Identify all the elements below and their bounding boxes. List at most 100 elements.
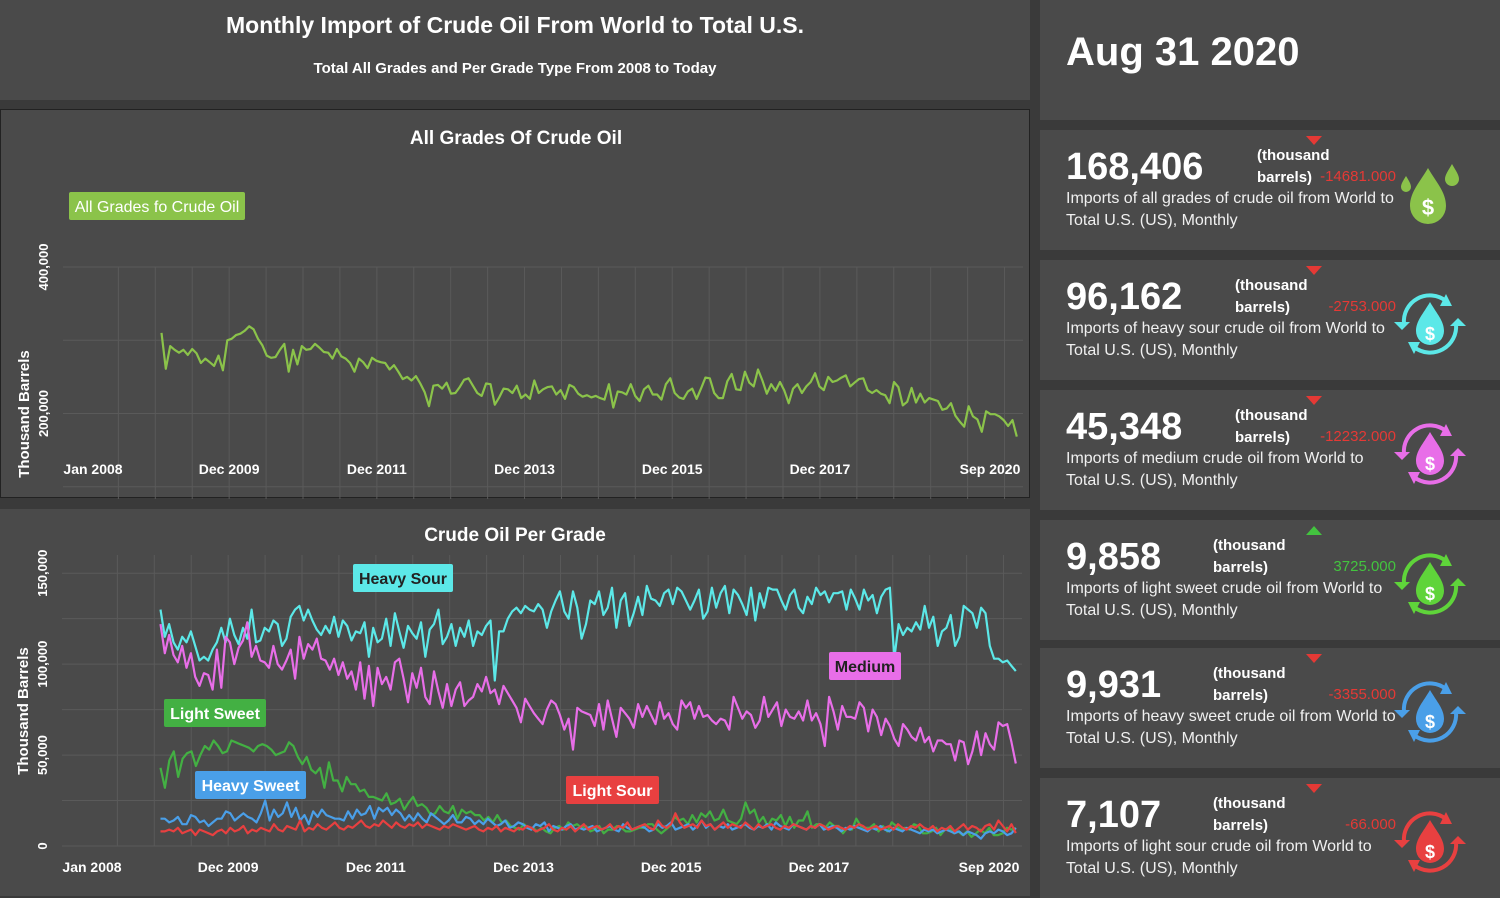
- y-tick-label: 100,000: [35, 641, 50, 688]
- series-label: All Grades fo Crude Oil: [75, 199, 240, 216]
- per-grade-chart-panel: Crude Oil Per Grade Thousand Barrels 0 50,0…: [0, 509, 1030, 896]
- kpi-description: Imports of heavy sour crude oil from Wor…: [1066, 320, 1385, 359]
- dollar-symbol: $: [1425, 454, 1435, 474]
- page-subtitle: Total All Grades and Per Grade Type From…: [313, 60, 717, 77]
- cycle-arrowhead: [1440, 812, 1452, 824]
- x-tick-label: Sep 2020: [960, 461, 1021, 477]
- cycle-arrowhead: [1408, 342, 1420, 354]
- drop-shape: [1416, 562, 1444, 605]
- kpi-change: -2753.000: [1328, 298, 1396, 315]
- kpi-change: -14681.000: [1320, 168, 1396, 185]
- dollar-symbol: $: [1425, 584, 1435, 604]
- cycle-arrowhead: [1450, 706, 1466, 714]
- series-label-box: [195, 771, 306, 799]
- cycle-arc: [1412, 323, 1459, 355]
- y-axis-label: Thousand Barrels: [16, 350, 33, 478]
- kpi-card-light-sweet: 9,858 (thousand barrels) 3725.000 Imports…: [1040, 520, 1500, 640]
- drop-shape: [1416, 302, 1444, 345]
- cycle-arrowhead: [1440, 294, 1452, 306]
- cycle-arc: [1412, 841, 1459, 873]
- series-line-all-grades-fo-crude-oil: [160, 325, 1018, 437]
- x-tick-label: Dec 2009: [199, 461, 260, 477]
- kpi-unit: (thousand barrels): [1213, 665, 1286, 704]
- page-title: Monthly Import of Crude Oil From World t…: [226, 12, 804, 38]
- dollar-symbol: $: [1422, 195, 1434, 220]
- change-arrow-icon: [1306, 266, 1322, 275]
- cycle-arrowhead: [1394, 322, 1410, 330]
- kpi-change: 3725.000: [1333, 558, 1396, 575]
- kpi-card-heavy-sweet: 9,931 (thousand barrels) -3355.000 Import…: [1040, 648, 1500, 768]
- series-label: Medium: [835, 659, 895, 676]
- cycle-arc: [1401, 423, 1448, 455]
- kpi-description: Imports of medium crude oil from World t…: [1066, 450, 1364, 489]
- series-line-medium: [159, 621, 1017, 766]
- drop-shape: [1416, 432, 1444, 475]
- series-label-box: [829, 652, 901, 680]
- cycle-arc: [1412, 453, 1459, 485]
- cycle-arc: [1412, 711, 1459, 743]
- oil-drop-cycle-icon: $: [1394, 293, 1466, 355]
- series-line-light-sour: [160, 812, 1017, 837]
- y-tick-label: 400,000: [36, 244, 51, 291]
- small-drop-shape: [1445, 164, 1459, 186]
- series-label-box: [353, 564, 453, 592]
- oil-drop-cycle-icon: $: [1394, 423, 1466, 485]
- kpi-change: -66.000: [1345, 816, 1396, 833]
- cycle-arrowhead: [1408, 860, 1420, 872]
- kpi-description: Imports of light sweet crude oil from Wo…: [1066, 580, 1383, 619]
- x-tick-label: Jan 2008: [63, 461, 122, 477]
- chart-title: Crude Oil Per Grade: [424, 525, 606, 546]
- oil-drop-cycle-icon: $: [1394, 811, 1466, 873]
- cycle-arrowhead: [1440, 424, 1452, 436]
- per-grade-chart: Crude Oil Per Grade Thousand Barrels 0 50,0…: [15, 525, 1022, 875]
- kpi-description: Imports of heavy sweet crude oil from Wo…: [1066, 708, 1396, 747]
- cycle-arc: [1412, 583, 1459, 615]
- x-tick-label: Jan 2008: [62, 859, 121, 875]
- cycle-arrowhead: [1394, 840, 1410, 848]
- kpi-value: 9,931: [1066, 664, 1162, 706]
- y-tick-label: 0: [35, 842, 50, 849]
- kpi-unit: (thousand barrels): [1235, 277, 1308, 316]
- cycle-arrowhead: [1450, 318, 1466, 326]
- x-tick-label: Dec 2011: [346, 859, 406, 875]
- x-tick-label: Dec 2015: [641, 859, 702, 875]
- kpi-unit: (thousand barrels): [1213, 537, 1286, 576]
- cycle-arrowhead: [1408, 602, 1420, 614]
- kpi-card-heavy-sour: 96,162 (thousand barrels) -2753.000 Impor…: [1040, 260, 1500, 380]
- series-line-heavy-sweet: [160, 799, 1017, 840]
- kpi-value: 45,348: [1066, 406, 1183, 448]
- dollar-symbol: $: [1425, 842, 1435, 862]
- x-tick-label: Dec 2013: [493, 859, 554, 875]
- cycle-arrowhead: [1450, 448, 1466, 456]
- oil-drop-dollar-icon: $: [1401, 164, 1459, 224]
- x-tick-label: Dec 2013: [494, 461, 555, 477]
- series-line-heavy-sour: [159, 584, 1017, 682]
- cycle-arrowhead: [1394, 582, 1410, 590]
- series-label: Heavy Sour: [359, 571, 447, 588]
- cycle-arrowhead: [1450, 836, 1466, 844]
- x-tick-label: Dec 2015: [642, 461, 703, 477]
- dollar-symbol: $: [1425, 324, 1435, 344]
- dollar-symbol: $: [1425, 712, 1435, 732]
- x-tick-label: Dec 2009: [198, 859, 259, 875]
- series-label: Light Sour: [573, 783, 653, 800]
- cycle-arrowhead: [1394, 452, 1410, 460]
- cycle-arrowhead: [1408, 472, 1420, 484]
- kpi-change: -12232.000: [1320, 428, 1396, 445]
- change-arrow-icon: [1306, 136, 1322, 145]
- header-panel: Monthly Import of Crude Oil From World t…: [0, 0, 1030, 100]
- kpi-description: Imports of all grades of crude oil from …: [1066, 190, 1394, 229]
- y-axis-label: Thousand Barrels: [15, 647, 32, 775]
- cycle-arrowhead: [1450, 578, 1466, 586]
- kpi-unit: (thousand barrels): [1257, 147, 1330, 186]
- kpi-value: 9,858: [1066, 536, 1162, 578]
- drop-shape: [1416, 820, 1444, 863]
- kpi-value: 168,406: [1066, 146, 1204, 188]
- kpi-unit: (thousand barrels): [1235, 407, 1308, 446]
- series-label-box: [164, 699, 266, 727]
- cycle-arc: [1401, 811, 1448, 843]
- x-tick-label: Dec 2017: [790, 461, 851, 477]
- change-arrow-icon: [1306, 396, 1322, 405]
